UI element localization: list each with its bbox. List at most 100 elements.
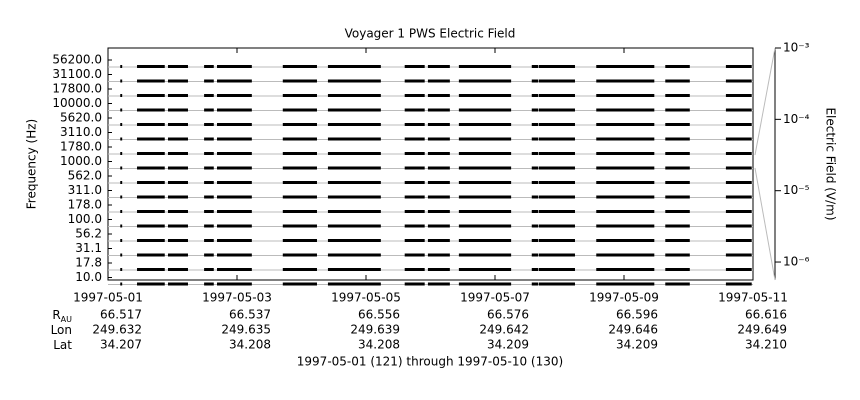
channel-data xyxy=(538,224,575,228)
channel-data xyxy=(217,152,252,155)
channel-data xyxy=(725,181,752,184)
channel-data xyxy=(665,181,690,184)
channel-data xyxy=(137,166,165,170)
channel-data xyxy=(204,210,214,213)
channel-data xyxy=(137,79,165,83)
ephemeris-value: 66.596 xyxy=(616,308,658,322)
channel-data xyxy=(427,210,450,213)
channel-data xyxy=(404,253,425,257)
channel-data xyxy=(167,239,188,242)
channel-data xyxy=(327,282,381,286)
channel-data xyxy=(120,282,123,286)
channel-data xyxy=(665,282,690,286)
channel-data xyxy=(137,224,165,228)
channel-data xyxy=(427,224,450,228)
channel-data xyxy=(204,195,214,199)
channel-data xyxy=(538,268,575,271)
channel-data xyxy=(137,181,165,184)
y-tick-label: 56200.0 xyxy=(52,53,102,67)
channel-data xyxy=(725,65,752,68)
channel-data xyxy=(404,210,425,213)
channel-data xyxy=(596,210,655,213)
channel-data xyxy=(404,65,425,68)
channel-data xyxy=(120,224,123,228)
ephemeris-value: 34.208 xyxy=(229,338,271,352)
channel-data xyxy=(327,108,381,112)
ephemeris-value: 66.517 xyxy=(100,308,142,322)
channel-data xyxy=(427,123,450,126)
channel-data xyxy=(204,166,214,170)
channel-data xyxy=(404,195,425,199)
channel-data xyxy=(458,137,512,141)
channel-data xyxy=(596,239,655,242)
channel-data xyxy=(665,94,690,97)
channel-data xyxy=(538,94,575,97)
channel-data xyxy=(327,137,381,141)
channel-data xyxy=(531,195,539,199)
y-tick-label: 56.2 xyxy=(75,227,102,241)
zoom-guide xyxy=(754,167,776,281)
channel-data xyxy=(596,123,655,126)
zoom-guide xyxy=(754,47,776,156)
y-tick-label: 10000.0 xyxy=(52,96,102,110)
channel-data xyxy=(404,268,425,271)
channel-data xyxy=(167,282,188,286)
channel-data xyxy=(427,65,450,68)
channel-data xyxy=(217,181,252,184)
channel-data xyxy=(404,79,425,83)
y2-tick-label: 10⁻⁴ xyxy=(783,112,810,126)
channel-data xyxy=(120,137,123,141)
channel-data xyxy=(404,137,425,141)
channel-data xyxy=(120,123,123,126)
channel-data xyxy=(137,94,165,97)
channel-data xyxy=(137,282,165,286)
channel-data xyxy=(137,108,165,112)
y2-tick-label: 10⁻³ xyxy=(783,41,810,55)
x-tick-label: 1997-05-01 xyxy=(73,291,143,305)
channel-data xyxy=(327,79,381,83)
channel-data xyxy=(167,123,188,126)
channel-data xyxy=(725,108,752,112)
channel-data xyxy=(120,65,123,68)
channel-data xyxy=(327,253,381,257)
channel-data xyxy=(120,79,123,83)
ephemeris-value: 34.210 xyxy=(745,338,787,352)
ephemeris-label-text: R xyxy=(52,308,60,322)
channel-data xyxy=(665,224,690,228)
channel-data xyxy=(538,195,575,199)
ephemeris-label: Lat xyxy=(53,338,72,352)
channel-data xyxy=(665,195,690,199)
channel-data xyxy=(327,181,381,184)
channel-data xyxy=(531,253,539,257)
channel-data xyxy=(404,239,425,242)
channel-data xyxy=(217,195,252,199)
channel-data xyxy=(404,166,425,170)
channel-data xyxy=(427,195,450,199)
channel-data xyxy=(531,181,539,184)
channel-data xyxy=(282,195,317,199)
channel-data xyxy=(120,195,123,199)
channel-data xyxy=(167,166,188,170)
channel-data xyxy=(204,224,214,228)
channel-data xyxy=(404,282,425,286)
channel-data xyxy=(282,79,317,83)
ephemeris-value: 34.207 xyxy=(100,338,142,352)
channel-data xyxy=(427,152,450,155)
ephemeris-value: 249.632 xyxy=(92,323,142,337)
channel-data xyxy=(404,152,425,155)
channel-data xyxy=(327,94,381,97)
x-tick-label: 1997-05-05 xyxy=(331,291,401,305)
channel-data xyxy=(217,210,252,213)
channel-data xyxy=(538,123,575,126)
channel-data xyxy=(120,152,123,155)
channel-data xyxy=(282,152,317,155)
channel-data xyxy=(327,195,381,199)
y-tick-label: 17800.0 xyxy=(52,82,102,96)
channel-data xyxy=(725,253,752,257)
channel-data xyxy=(327,268,381,271)
ephemeris-value: 66.556 xyxy=(358,308,400,322)
channel-data xyxy=(120,108,123,112)
channel-data xyxy=(531,239,539,242)
channel-data xyxy=(282,181,317,184)
